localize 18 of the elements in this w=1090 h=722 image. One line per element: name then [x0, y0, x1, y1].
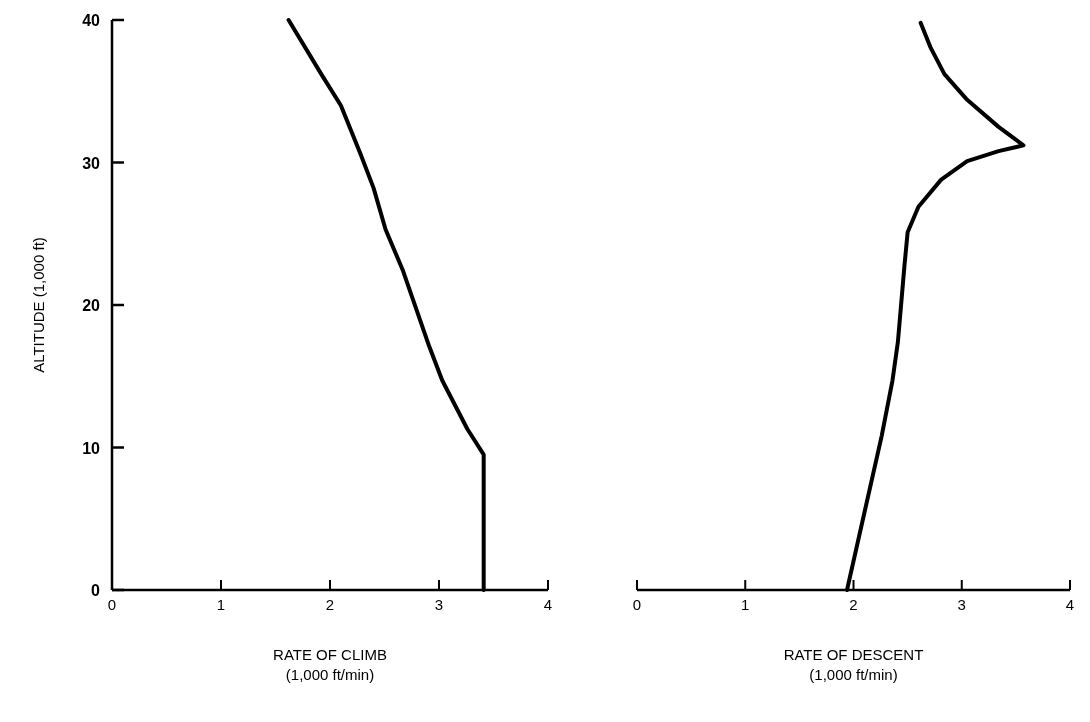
x-tick-label: 3: [957, 596, 966, 613]
y-tick-label: 20: [82, 297, 101, 314]
x-tick-label: 1: [216, 596, 226, 613]
y-axis-title: ALTITUDE (1,000 ft): [30, 237, 47, 373]
x-tick-label: 1: [741, 596, 750, 613]
x-tick-label: 2: [849, 596, 858, 613]
y-tick-label: 10: [82, 439, 101, 457]
y-tick-label: 30: [82, 154, 101, 172]
x-tick-label: 0: [107, 596, 117, 613]
x-axis-title: RATE OF DESCENT (1,000 ft/min): [783, 646, 924, 683]
y-tick-label: 40: [82, 12, 101, 29]
x-tick-label: 3: [434, 596, 444, 613]
y-tick-label: 0: [91, 582, 101, 599]
x-axis-title: RATE OF CLIMB (1,000 ft/min): [273, 646, 387, 683]
x-tick-label: 4: [543, 596, 553, 613]
x-tick-label: 0: [632, 596, 642, 613]
x-tick-label: 2: [325, 596, 335, 613]
x-tick-label: 4: [1065, 596, 1075, 613]
